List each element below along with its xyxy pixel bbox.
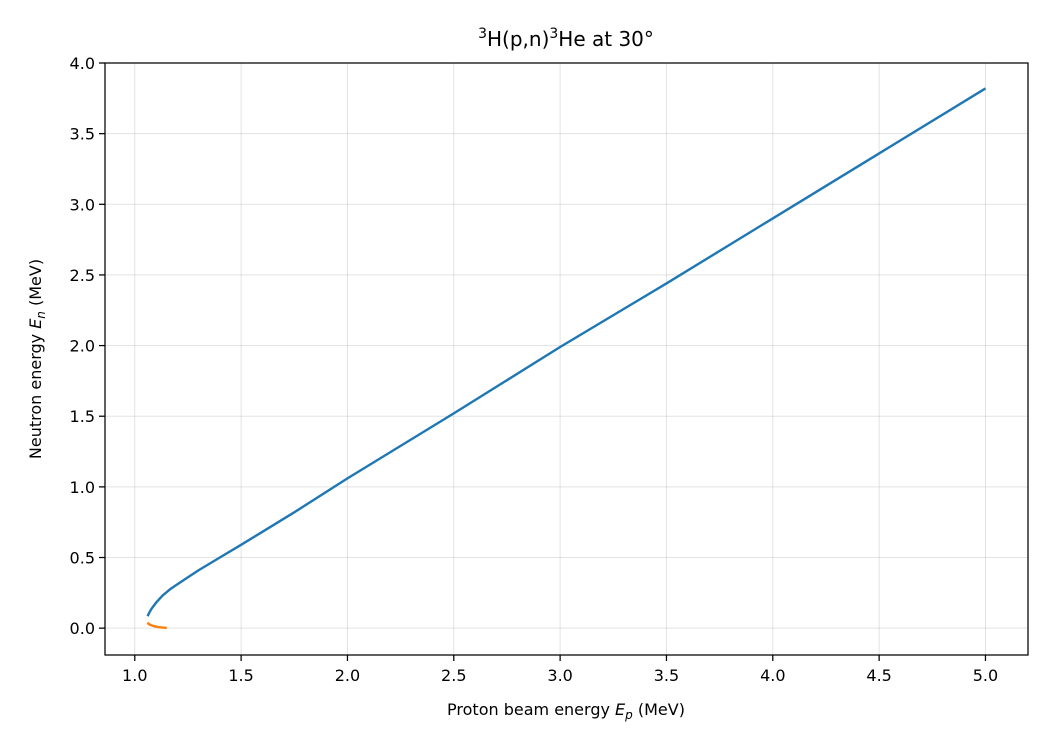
x-tick-label: 1.5 — [228, 666, 253, 685]
y-tick-label: 1.0 — [70, 478, 95, 497]
y-axis: 0.0 0.5 1.0 1.5 2.0 2.5 3.0 3.5 4.0 — [70, 54, 105, 638]
y-tick-label: 3.5 — [70, 125, 95, 144]
y-tick-label: 2.5 — [70, 266, 95, 285]
series-line-1 — [146, 87, 987, 617]
x-tick-label: 5.0 — [973, 666, 998, 685]
title-part-2: He at 30° — [558, 27, 654, 51]
x-axis: 1.0 1.5 2.0 2.5 3.0 3.5 4.0 4.5 5.0 — [122, 655, 998, 685]
title-part-1: H(p,n) — [487, 27, 549, 51]
x-tick-label: 2.0 — [335, 666, 360, 685]
series-layer — [146, 87, 987, 630]
x-tick-label: 4.0 — [760, 666, 785, 685]
x-axis-label-suffix: (MeV) — [633, 700, 685, 719]
y-axis-label: Neutron energy En (MeV) — [26, 259, 48, 459]
y-tick-label: 2.0 — [70, 337, 95, 356]
x-tick-label: 1.0 — [122, 666, 147, 685]
x-tick-label: 4.5 — [866, 666, 891, 685]
x-axis-label-prefix: Proton beam energy — [447, 700, 615, 719]
y-tick-label: 4.0 — [70, 54, 95, 73]
x-axis-label: Proton beam energy Ep (MeV) — [447, 700, 685, 722]
y-tick-label: 0.5 — [70, 549, 95, 568]
chart-title: 3H(p,n)3He at 30° — [478, 26, 654, 51]
title-superscript-1: 3 — [478, 26, 487, 42]
title-superscript-2: 3 — [549, 26, 558, 42]
x-axis-label-sub: p — [624, 708, 633, 722]
y-tick-label: 0.0 — [70, 619, 95, 638]
x-tick-label: 3.5 — [654, 666, 679, 685]
y-axis-label-suffix: (MeV) — [26, 259, 45, 311]
x-axis-label-var: E — [615, 700, 626, 719]
series-line-2 — [146, 621, 167, 630]
y-axis-label-prefix: Neutron energy — [26, 329, 45, 459]
y-axis-label-var: E — [26, 318, 45, 329]
plot-frame — [104, 62, 1029, 656]
x-tick-label: 3.0 — [547, 666, 572, 685]
y-tick-label: 1.5 — [70, 407, 95, 426]
y-tick-label: 3.0 — [70, 195, 95, 214]
grid — [105, 62, 1028, 655]
y-axis-label-sub: n — [34, 311, 48, 319]
x-tick-label: 2.5 — [441, 666, 466, 685]
